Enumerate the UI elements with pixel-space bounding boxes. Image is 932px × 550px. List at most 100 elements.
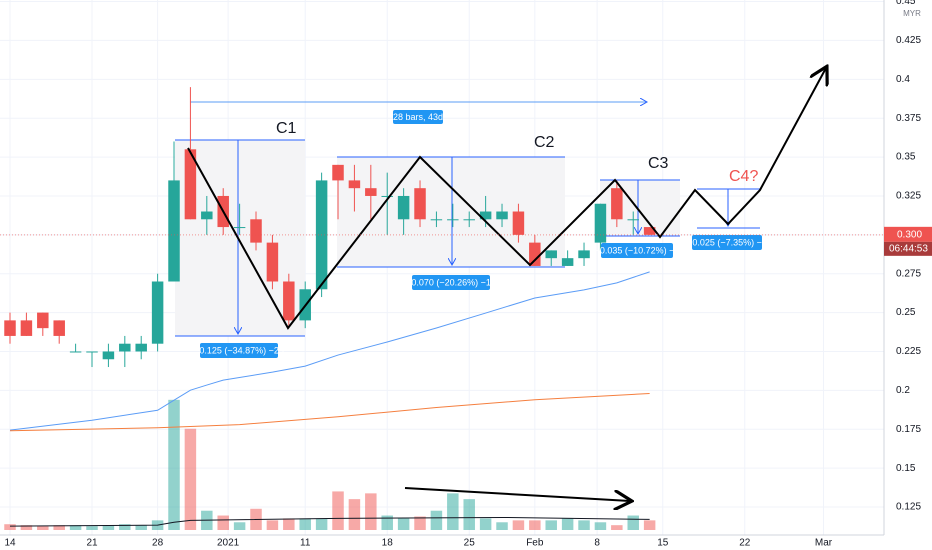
x-tick-label: 25 <box>464 538 476 549</box>
y-tick-label: 0.45 <box>896 0 916 7</box>
volume-bar <box>119 524 131 530</box>
volume-bar <box>266 520 279 530</box>
volume-bar <box>348 499 361 530</box>
y-tick-label: 0.2 <box>896 385 910 396</box>
moving-average <box>9 392 650 432</box>
range-box <box>337 157 565 267</box>
y-tick-label: 0.175 <box>896 424 921 435</box>
volume-bar <box>479 518 492 530</box>
volume-bar <box>381 515 393 530</box>
x-tick-label: 14 <box>4 538 16 549</box>
moving-average <box>9 271 650 431</box>
candle-body <box>479 211 492 220</box>
candle-body <box>119 343 131 352</box>
candle-body <box>135 343 147 352</box>
volume-bar <box>86 526 98 530</box>
label-box <box>601 243 673 258</box>
volume-bar <box>627 515 639 530</box>
volume-bar <box>545 520 557 530</box>
volume-bar <box>283 518 295 530</box>
x-tick-label: 21 <box>86 538 98 549</box>
volume-bar <box>53 525 65 530</box>
candle-body <box>561 258 574 266</box>
x-tick-label: Mar <box>815 538 833 549</box>
candle-body <box>250 219 262 243</box>
countdown-box <box>884 241 932 256</box>
volume-bar <box>578 520 590 530</box>
x-tick-label: 28 <box>152 538 164 549</box>
y-tick-label: 0.375 <box>896 113 921 124</box>
label-box <box>393 110 443 124</box>
candle-body <box>365 188 377 196</box>
candle-body <box>529 242 541 266</box>
candle-body <box>397 195 410 220</box>
label: C3 <box>648 155 669 172</box>
volume-bar <box>561 518 574 530</box>
candle-body <box>348 180 361 189</box>
candle-body <box>643 227 656 235</box>
candle-body <box>611 188 623 220</box>
moving-averages <box>9 271 650 432</box>
candle-body <box>447 219 459 221</box>
candle-body <box>430 219 443 221</box>
label-box <box>692 235 762 250</box>
volume-bar <box>447 493 459 530</box>
candle-body <box>578 250 590 259</box>
y-tick-label: 0.325 <box>896 191 921 202</box>
candle-body <box>381 195 393 197</box>
volume-bar <box>4 524 16 530</box>
volume-ma <box>10 516 650 527</box>
volume-bar <box>512 520 525 530</box>
candle-body <box>151 281 164 344</box>
y-tick-label: 0.35 <box>896 152 916 163</box>
volume-bar <box>463 499 475 530</box>
volume-bar <box>135 525 147 530</box>
candle-body <box>4 320 16 336</box>
trend-arrow <box>404 487 630 501</box>
candle-body <box>463 219 475 221</box>
labels: C1 C2 C3 C4? 28 bars, 43d −0.125 (−34.87… <box>194 110 767 358</box>
y-tick-label: 0.125 <box>896 502 921 513</box>
volume-bar <box>430 510 443 530</box>
price-label: 0.300 <box>897 229 922 240</box>
volume-bar <box>594 522 607 530</box>
price-box <box>884 226 932 242</box>
label: C4? <box>729 168 758 185</box>
y-tick-label: 0.15 <box>896 463 916 474</box>
drawings <box>187 68 826 501</box>
x-tick-label: Feb <box>526 538 544 549</box>
candle-body <box>414 188 426 220</box>
volume-bar <box>529 520 541 530</box>
candle-body <box>332 164 344 181</box>
zigzag <box>187 68 826 330</box>
candle-body <box>512 211 525 235</box>
candle-body <box>53 320 65 336</box>
candle-body <box>266 242 279 282</box>
volume-bar <box>69 525 82 530</box>
candle-body <box>168 180 180 282</box>
label: −0.025 (−7.35%) −5 <box>687 237 767 247</box>
x-tick-label: 2021 <box>217 538 240 549</box>
candle-body <box>69 351 82 353</box>
x-tick-label: 18 <box>382 538 394 549</box>
x-tick-label: 15 <box>657 538 669 549</box>
label: C1 <box>276 120 297 137</box>
y-tick-label: 0.225 <box>896 346 921 357</box>
x-tick-label: 11 <box>300 538 311 549</box>
candle-body <box>496 211 508 220</box>
volume-bar <box>611 525 623 530</box>
candle-body <box>594 203 607 243</box>
label-box <box>200 343 278 358</box>
candle-body <box>184 149 197 220</box>
currency: MYR <box>903 9 921 18</box>
volume-bar <box>168 399 180 530</box>
x-tick-label: 8 <box>594 538 600 549</box>
volume-bar <box>414 516 426 530</box>
volume-bar <box>102 525 115 530</box>
volume-bar <box>299 518 311 530</box>
label: −0.070 (−20.26%) −14 <box>406 277 496 287</box>
volume-bar <box>37 526 49 530</box>
label: 28 bars, 43d <box>393 112 443 122</box>
candle-body <box>20 320 33 336</box>
